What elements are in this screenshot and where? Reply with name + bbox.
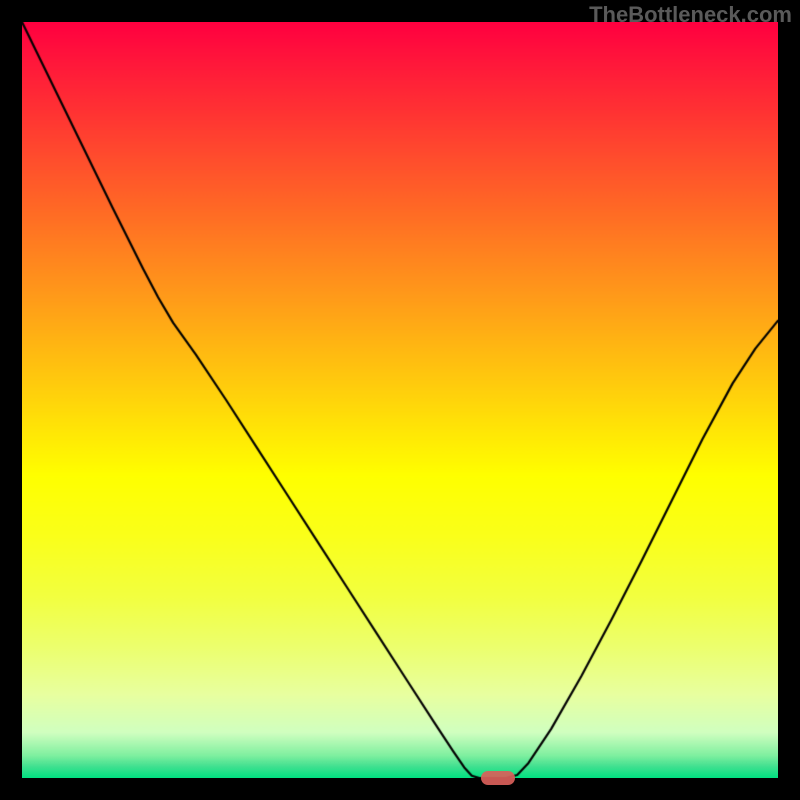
bottleneck-curve [22, 22, 778, 778]
watermark-text: TheBottleneck.com [589, 2, 792, 28]
optimal-point-marker [481, 771, 515, 785]
plot-area [22, 22, 778, 778]
chart-container: TheBottleneck.com [0, 0, 800, 800]
